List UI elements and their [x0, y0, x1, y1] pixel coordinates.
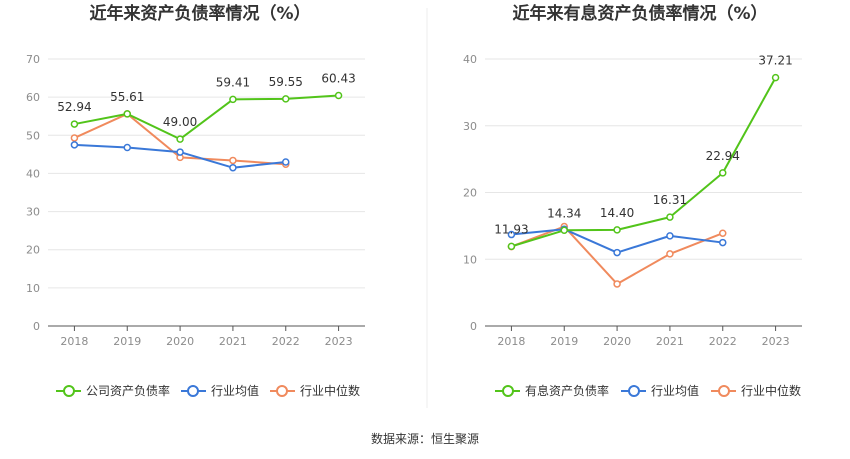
x-tick-label: 2022: [272, 335, 300, 348]
y-tick-label: 0: [470, 320, 477, 333]
y-tick-label: 40: [463, 53, 477, 66]
data-point: [229, 95, 237, 104]
y-tick-label: 20: [463, 187, 477, 200]
y-tick-label: 30: [26, 206, 40, 219]
data-label: 59.41: [216, 75, 250, 89]
x-tick-label: 2020: [166, 335, 194, 348]
chart-2: 近年来有息资产负债率情况（%） 0 10 20 30 40 2018 2019 2020 2021…: [463, 3, 802, 398]
data-point: [70, 120, 79, 128]
legend-marker: [276, 385, 288, 397]
data-point: [334, 91, 343, 100]
y-tick-label: 10: [463, 253, 477, 266]
legend-marker: [63, 385, 75, 397]
data-label: 60.43: [321, 72, 355, 86]
legend-label: 行业均值: [211, 383, 259, 398]
data-point: [613, 248, 621, 257]
data-point: [176, 135, 184, 143]
x-tick-label: 2023: [325, 335, 353, 348]
data-point: [719, 229, 727, 237]
data-point: [229, 163, 237, 172]
data-label: 11.93: [494, 222, 528, 236]
y-tick-label: 70: [26, 53, 40, 66]
series-line: [74, 94, 339, 141]
source-label: 数据来源：恒生聚源: [371, 431, 479, 446]
data-point: [613, 226, 621, 234]
data-point: [666, 213, 674, 221]
y-tick-label: 10: [26, 282, 40, 295]
data-label: 14.40: [600, 206, 634, 220]
x-tick-label: 2019: [113, 335, 141, 348]
legend-marker: [718, 385, 730, 397]
data-point: [507, 242, 516, 251]
data-point: [282, 158, 290, 166]
data-point: [123, 143, 131, 152]
data-label: 59.55: [269, 75, 303, 89]
y-tick-label: 40: [26, 167, 40, 180]
x-tick-label: 2022: [709, 335, 737, 348]
chart-title: 近年来资产负债率情况（%）: [89, 3, 310, 24]
data-point: [560, 226, 568, 235]
data-point: [176, 148, 184, 156]
legend-label: 行业中位数: [300, 383, 360, 398]
y-tick-label: 20: [26, 244, 40, 257]
data-point: [666, 232, 674, 240]
chart-title: 近年来有息资产负债率情况（%）: [512, 3, 767, 24]
data-label: 55.61: [110, 90, 144, 104]
data-point: [229, 156, 237, 165]
x-tick-label: 2020: [603, 335, 631, 348]
legend-marker: [502, 385, 514, 397]
y-tick-label: 0: [33, 320, 40, 333]
legend-marker: [187, 385, 199, 397]
chart-1: 近年来资产负债率情况（%） 0 10 20 30 40 50 60 70 2018 2019 2020…: [26, 3, 365, 398]
data-label: 22.94: [706, 149, 740, 163]
series-line: [511, 77, 777, 248]
x-tick-label: 2021: [656, 335, 684, 348]
y-tick-label: 60: [26, 91, 40, 104]
data-point: [70, 134, 79, 142]
data-label: 49.00: [163, 115, 197, 129]
legend-label: 行业均值: [651, 383, 699, 398]
data-label: 16.31: [653, 193, 687, 207]
x-tick-label: 2023: [762, 335, 790, 348]
data-point: [282, 95, 290, 103]
data-point: [613, 280, 621, 288]
legend-marker: [628, 385, 640, 397]
data-label: 52.94: [57, 100, 91, 114]
y-tick-label: 50: [26, 129, 40, 142]
data-point: [719, 238, 727, 247]
y-tick-label: 30: [463, 120, 477, 133]
data-point: [507, 230, 516, 239]
data-point: [771, 73, 780, 82]
data-point: [123, 110, 131, 118]
data-label: 37.21: [758, 54, 792, 68]
x-tick-label: 2018: [60, 335, 88, 348]
data-label: 14.34: [547, 206, 581, 220]
x-tick-label: 2021: [219, 335, 247, 348]
x-tick-label: 2019: [550, 335, 578, 348]
x-tick-label: 2018: [497, 335, 525, 348]
data-point: [70, 141, 79, 149]
legend-label: 公司资产负债率: [86, 383, 170, 398]
legend-label: 行业中位数: [741, 383, 801, 398]
data-point: [719, 169, 727, 177]
legend-label: 有息资产负债率: [525, 383, 609, 398]
data-point: [666, 250, 674, 258]
